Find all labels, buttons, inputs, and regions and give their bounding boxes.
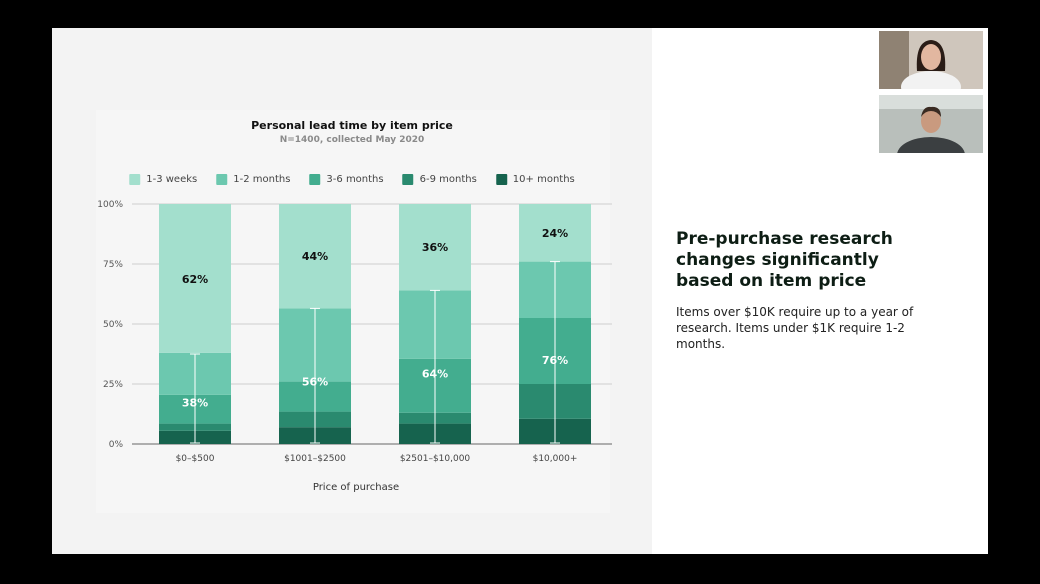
- data-label-lower: 56%: [302, 376, 328, 389]
- slide: Personal lead time by item price N=1400,…: [52, 28, 988, 554]
- legend-swatch: [495, 174, 507, 185]
- legend-label: 1-3 weeks: [146, 174, 198, 185]
- legend-label: 10+ months: [512, 174, 575, 185]
- legend-item-6-9-months: 6-9 months: [402, 174, 477, 185]
- video-participant-1[interactable]: [879, 31, 983, 89]
- x-axis-title: Price of purchase: [313, 482, 399, 493]
- participant-woman-icon: [879, 31, 983, 89]
- data-label-upper: 36%: [422, 241, 448, 254]
- bar-segment-seg-1-3-weeks: [159, 204, 231, 353]
- slide-headline: Pre-purchase research changes significan…: [676, 229, 893, 291]
- y-tick-label: 25%: [103, 380, 123, 390]
- data-label-upper: 44%: [302, 250, 328, 263]
- legend-item-3-6-months: 3-6 months: [309, 174, 384, 185]
- x-tick-label: $0–$500: [176, 454, 215, 464]
- data-label-upper: 24%: [542, 227, 568, 240]
- chart-plot: 0% 25% 50% 75% 100% 62% 38% $0–$500 44% 56% $1001–…: [97, 200, 612, 493]
- chart-legend: 1-3 weeks 1-2 months 3-6 months 6-9 mont…: [129, 174, 575, 185]
- legend-swatch: [402, 174, 414, 185]
- y-tick-label: 0%: [109, 440, 124, 450]
- y-tick-label: 50%: [103, 320, 123, 330]
- legend-label: 6-9 months: [419, 174, 477, 185]
- data-label-lower: 64%: [422, 367, 448, 380]
- chart-title-block: Personal lead time by item price N=1400,…: [251, 119, 453, 145]
- chart-subtitle: N=1400, collected May 2020: [279, 135, 425, 145]
- x-tick-label: $1001–$2500: [284, 454, 346, 464]
- legend-swatch: [216, 174, 228, 185]
- x-tick-label: $2501–$10,000: [400, 454, 471, 464]
- legend-item-10-plus-months: 10+ months: [495, 174, 575, 185]
- chart-panel: Personal lead time by item price N=1400,…: [52, 28, 652, 554]
- participant-man-icon: [879, 95, 983, 153]
- data-label-lower: 76%: [542, 354, 568, 367]
- bar-segment-seg-1-3-weeks: [279, 204, 351, 309]
- legend-swatch: [129, 174, 141, 185]
- legend-swatch: [309, 174, 321, 185]
- data-label-lower: 38%: [182, 397, 208, 410]
- legend-item-1-2-months: 1-2 months: [216, 174, 290, 185]
- data-label-upper: 62%: [182, 273, 208, 286]
- legend-label: 3-6 months: [326, 174, 384, 185]
- bar-segment-seg-1-3-weeks: [399, 204, 471, 291]
- chart-title: Personal lead time by item price: [251, 119, 453, 132]
- bar-segment-seg-1-3-weeks: [519, 204, 591, 262]
- legend-item-1-3-weeks: 1-3 weeks: [129, 174, 197, 185]
- video-participant-2[interactable]: [879, 95, 983, 153]
- slide-body-text: Items over $10K require up to a year of …: [676, 305, 914, 351]
- legend-label: 1-2 months: [233, 174, 291, 185]
- y-tick-label: 75%: [103, 260, 123, 270]
- y-tick-label: 100%: [97, 200, 123, 210]
- x-tick-label: $10,000+: [533, 454, 578, 464]
